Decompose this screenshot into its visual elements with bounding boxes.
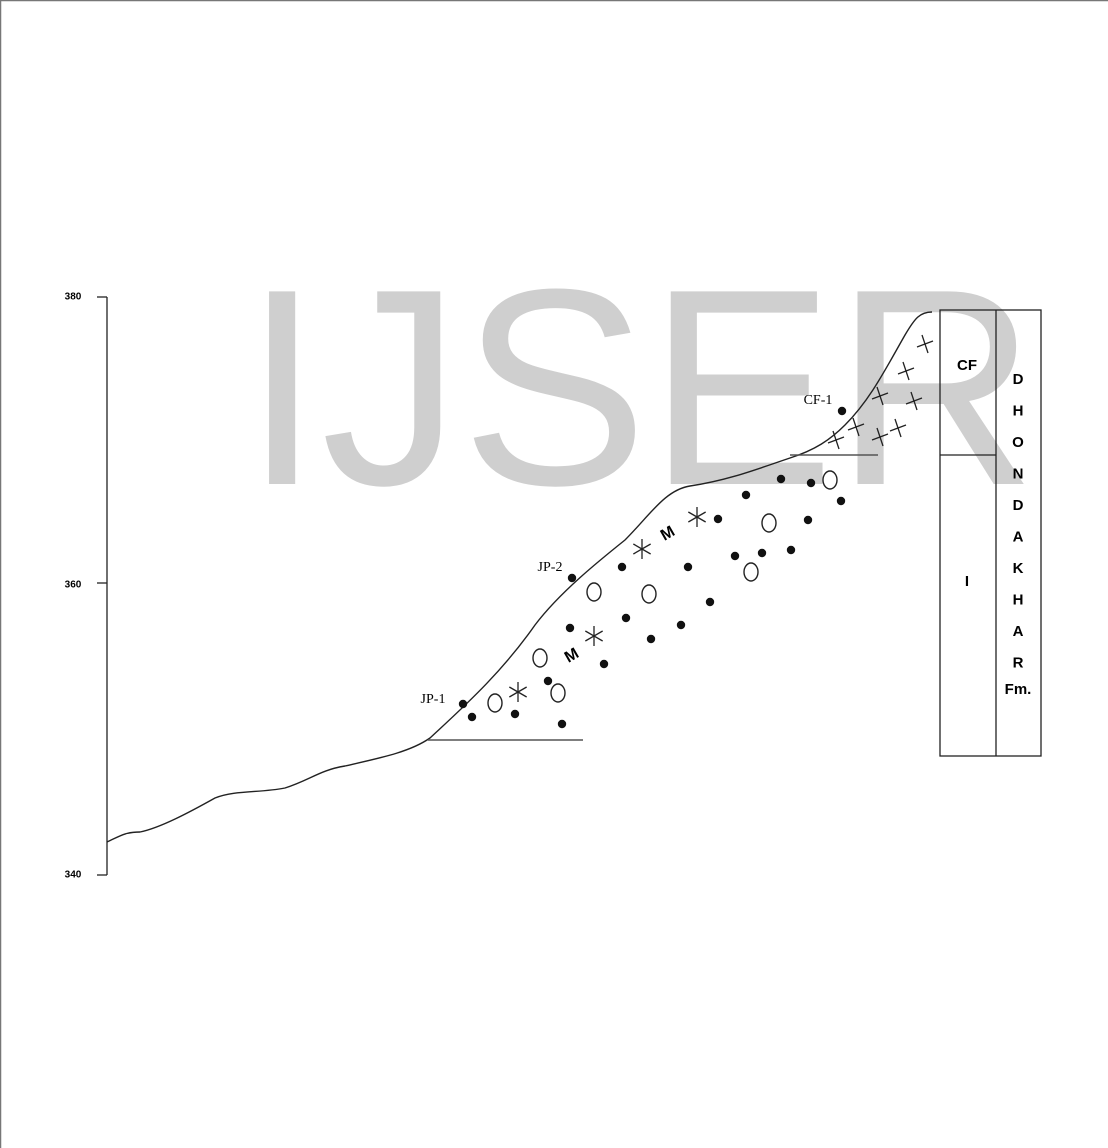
page: IJSER 380 360 340 JP-1 JP-2 CF-1 M M CF … — [0, 0, 1108, 1148]
formation-letter: O — [1012, 434, 1024, 451]
formation-letter: A — [1013, 528, 1024, 545]
dot — [511, 710, 519, 718]
dot — [566, 624, 574, 632]
dot — [742, 491, 750, 499]
dot — [468, 713, 476, 721]
station-label: JP-1 — [421, 692, 446, 707]
formation-letter: H — [1013, 591, 1024, 608]
station-label: CF-1 — [804, 393, 833, 408]
section-diagram: IJSER 380 360 340 JP-1 JP-2 CF-1 M M CF … — [0, 0, 1108, 1148]
formation-letter: R — [1013, 654, 1024, 671]
dot — [684, 563, 692, 571]
dot — [807, 479, 815, 487]
formation-letter: Fm. — [1005, 681, 1032, 698]
formation-letter: H — [1013, 402, 1024, 419]
dot — [804, 516, 812, 524]
unit-label: CF — [957, 357, 977, 374]
tick-label: 340 — [65, 870, 82, 881]
formation-letter: N — [1013, 465, 1024, 482]
dot — [647, 635, 655, 643]
tick-label: 380 — [65, 292, 82, 303]
station-label: JP-2 — [538, 560, 563, 575]
tick-label: 360 — [65, 580, 82, 591]
dot — [731, 552, 739, 560]
dot — [706, 598, 714, 606]
dot — [622, 614, 630, 622]
dot — [568, 574, 576, 582]
dot — [459, 700, 467, 708]
dot — [600, 660, 608, 668]
formation-letter: D — [1013, 497, 1024, 514]
formation-letter: K — [1013, 560, 1024, 577]
watermark: IJSER — [243, 232, 1037, 544]
dot — [618, 563, 626, 571]
dot — [544, 677, 552, 685]
formation-letter: A — [1013, 623, 1024, 640]
dot — [787, 546, 795, 554]
dot — [777, 475, 785, 483]
unit-label: I — [965, 573, 969, 590]
dot — [758, 549, 766, 557]
dot — [837, 497, 845, 505]
dot — [714, 515, 722, 523]
dot — [558, 720, 566, 728]
formation-letter: D — [1013, 371, 1024, 388]
dot — [677, 621, 685, 629]
dot — [838, 407, 846, 415]
